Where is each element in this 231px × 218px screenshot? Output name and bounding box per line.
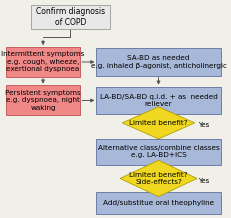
FancyBboxPatch shape [96,192,221,214]
Polygon shape [122,107,195,139]
FancyBboxPatch shape [30,5,110,29]
FancyBboxPatch shape [96,139,221,165]
Text: Yes: Yes [198,178,209,184]
Text: Confirm diagnosis
of COPD: Confirm diagnosis of COPD [36,7,105,27]
Text: LA-BD/SA-BD q.i.d. + as  needed
reliever: LA-BD/SA-BD q.i.d. + as needed reliever [100,94,217,107]
Text: Limited benefit?
Side-effects?: Limited benefit? Side-effects? [129,172,188,185]
Text: SA-BD as needed
e.g. inhaled β-agonist, anticholinergic: SA-BD as needed e.g. inhaled β-agonist, … [91,55,227,69]
FancyBboxPatch shape [96,87,221,114]
Text: Add/substitue oral theophyline: Add/substitue oral theophyline [103,200,214,206]
Text: Intermittent symptoms
e.g. cough, wheeze,
exertional dyspnoea: Intermittent symptoms e.g. cough, wheeze… [1,51,85,73]
Text: Limited benefit?: Limited benefit? [129,120,188,126]
FancyBboxPatch shape [6,47,80,77]
Text: Yes: Yes [198,122,209,128]
Polygon shape [120,160,197,197]
Text: Alternative class/combine classes
e.g. LA-BD+ICS: Alternative class/combine classes e.g. L… [98,145,219,158]
FancyBboxPatch shape [6,85,80,115]
Text: Persistent symptoms
e.g. dyspnoea, night
waking: Persistent symptoms e.g. dyspnoea, night… [5,90,81,111]
FancyBboxPatch shape [96,48,221,76]
